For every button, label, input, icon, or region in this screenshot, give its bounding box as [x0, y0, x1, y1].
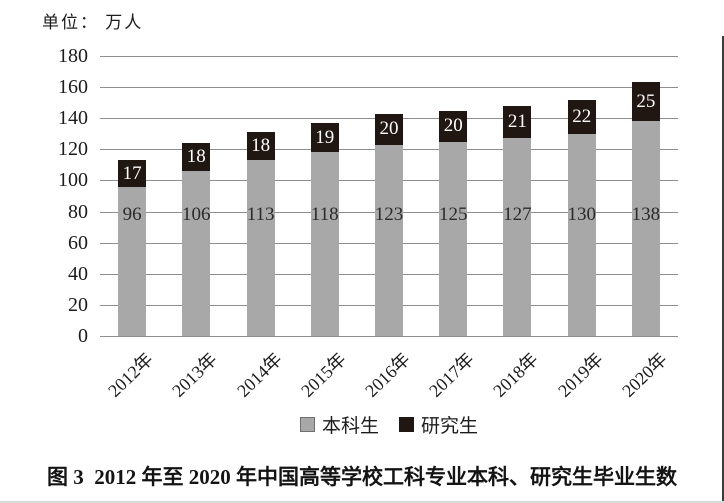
- bar-2012年-undergrad: [118, 186, 147, 336]
- xtick-label-2014年: 2014年: [232, 349, 286, 401]
- legend-label-undergrad: 本科生: [321, 415, 379, 437]
- ytick-label-80: 80: [68, 200, 88, 223]
- ytick-label-160: 160: [58, 76, 88, 99]
- bar-2018年-grad: 21: [503, 105, 532, 139]
- bar-2017年-undergrad: [439, 141, 468, 336]
- xtick-label-2013年: 2013年: [168, 349, 222, 401]
- legend-item-grad: 研究生: [399, 411, 478, 438]
- xtick-label-2018年: 2018年: [489, 349, 543, 401]
- xtick-label-2016年: 2016年: [361, 349, 414, 401]
- bar-2013年-undergrad: [182, 171, 211, 336]
- unit-label: 单位： 万人: [42, 13, 144, 32]
- ytick-label-20: 20: [68, 293, 88, 316]
- bar-label-2014年-undergrad: 113: [246, 204, 275, 225]
- ytick-label-180: 180: [58, 45, 88, 67]
- bar-label-2012年-undergrad: 96: [122, 204, 142, 225]
- gridline-y0: [100, 336, 678, 337]
- bar-2015年-undergrad: [310, 152, 339, 336]
- bar-2019年-undergrad: [567, 133, 596, 336]
- ytick-label-120: 120: [58, 138, 88, 161]
- legend-label-grad: 研究生: [421, 415, 479, 437]
- bar-2015年-grad: 19: [310, 122, 339, 153]
- bar-2020年-grad: 25: [631, 82, 660, 122]
- ytick-label-100: 100: [58, 169, 88, 192]
- gridline-y160: [100, 87, 678, 89]
- bar-label-2015年-undergrad: 118: [310, 204, 339, 225]
- bar-2014年-grad: 18: [246, 132, 275, 161]
- bar-label-2020年-undergrad: 138: [631, 204, 661, 225]
- bar-2013年-grad: 18: [182, 143, 211, 172]
- bar-label-2019年-undergrad: 130: [567, 204, 596, 225]
- bar-2012年-grad: 17: [118, 160, 147, 187]
- legend-item-undergrad: 本科生: [299, 411, 379, 438]
- chart-plot-area: 0 20 40 60 80 100 120 140 160 180 17 96 2012年 18 106 20…: [58, 45, 678, 401]
- bar-2018年-undergrad: [503, 138, 532, 336]
- page-bottom-border: [0, 501, 724, 503]
- bar-2017年-grad: 20: [439, 110, 468, 142]
- bar-label-2017年-undergrad: 125: [438, 204, 468, 225]
- page-right-border: [722, 36, 724, 503]
- xtick-label-2019年: 2019年: [553, 349, 607, 401]
- gridline-y180: [100, 56, 678, 57]
- bar-2020年-undergrad: [631, 121, 660, 336]
- bar-2016年-undergrad: [375, 144, 403, 336]
- ytick-label-60: 60: [68, 231, 88, 254]
- ytick-label-40: 40: [68, 262, 88, 285]
- ytick-label-140: 140: [58, 107, 88, 130]
- chart-legend: 本科生 研究生: [100, 411, 678, 437]
- xtick-label-2020年: 2020年: [618, 349, 671, 401]
- bar-label-2018年-undergrad: 127: [503, 204, 532, 225]
- figure-caption: 图 3 2012 年至 2020 年中国高等学校工科专业本科、研究生毕业生数: [47, 465, 677, 489]
- xtick-label-2012年: 2012年: [104, 349, 158, 401]
- xtick-label-2017年: 2017年: [425, 349, 479, 401]
- bar-2014年-undergrad: [246, 160, 275, 336]
- xtick-label-2015年: 2015年: [296, 349, 350, 401]
- bar-label-2013年-undergrad: 106: [182, 204, 211, 225]
- bar-label-2016年-undergrad: 123: [374, 204, 404, 225]
- ytick-label-0: 0: [78, 325, 88, 347]
- bar-2016年-grad: 20: [375, 113, 403, 145]
- bar-2019年-grad: 22: [567, 99, 596, 134]
- undergrad-swatch-icon: [299, 416, 315, 432]
- grad-swatch-icon: [399, 416, 414, 432]
